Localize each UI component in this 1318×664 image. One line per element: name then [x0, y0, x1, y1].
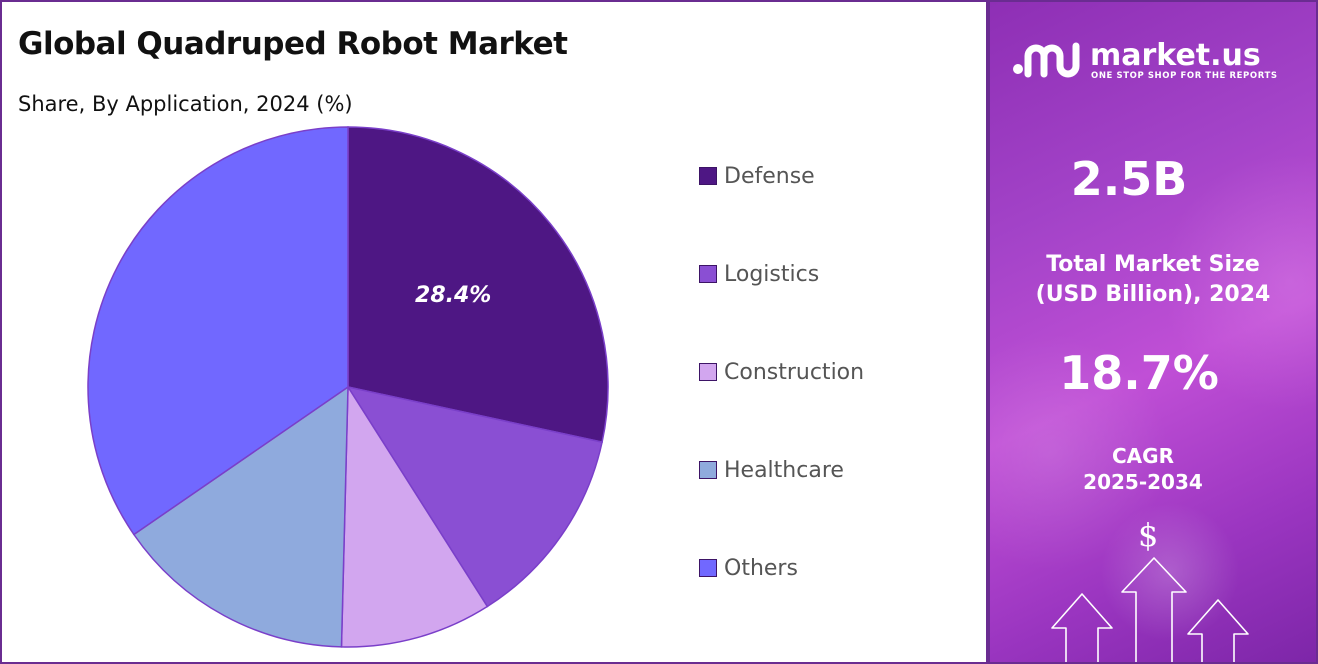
legend-label: Defense — [724, 163, 815, 189]
cagr-value: 18.7% — [1059, 346, 1219, 400]
dollar-sign-icon: $ — [1138, 516, 1159, 554]
chart-panel: Global Quadruped Robot Market Share, By … — [0, 0, 988, 664]
pie-slice-logistics — [346, 385, 603, 608]
legend-item-healthcare: Healthcare — [699, 454, 844, 486]
background-decoration — [1100, 502, 1240, 642]
legend-label: Logistics — [724, 261, 820, 287]
pie-slice-construction — [340, 384, 489, 648]
pie-chart: 28.4% — [87, 126, 609, 648]
legend-item-others: Others — [699, 552, 798, 584]
legend-item-construction: Construction — [699, 356, 864, 388]
legend-swatch — [699, 559, 717, 577]
chart-title: Global Quadruped Robot Market — [18, 26, 568, 62]
market-size-label-line1: Total Market Size — [1046, 252, 1260, 277]
legend-swatch — [699, 265, 717, 283]
legend-swatch — [699, 167, 717, 185]
legend-swatch — [699, 461, 717, 479]
pie-slice-others — [87, 126, 349, 536]
legend-label: Construction — [724, 359, 865, 385]
pie-slice-defense — [347, 126, 609, 444]
logo-tagline: ONE STOP SHOP FOR THE REPORTS — [1091, 71, 1278, 81]
summary-panel: market.us ONE STOP SHOP FOR THE REPORTS … — [988, 0, 1318, 664]
data-label-defense: 28.4% — [415, 283, 491, 308]
chart-subtitle: Share, By Application, 2024 (%) — [18, 92, 353, 116]
legend-swatch — [699, 363, 717, 381]
legend-label: Others — [724, 555, 798, 581]
market-us-logo-icon — [1013, 42, 1080, 78]
pie-slice-healthcare — [132, 385, 349, 648]
logo-wordmark: market.us — [1090, 38, 1261, 73]
legend-label: Healthcare — [724, 457, 844, 483]
cagr-label-line1: CAGR — [1112, 444, 1174, 468]
cagr-label-line2: 2025-2034 — [1083, 470, 1203, 494]
growth-arrows-icon — [1051, 557, 1249, 662]
legend-item-logistics: Logistics — [699, 258, 819, 290]
market-size-value: 2.5B — [1070, 152, 1188, 206]
legend-item-defense: Defense — [699, 160, 815, 192]
market-size-label-line2: (USD Billion), 2024 — [1035, 282, 1271, 307]
